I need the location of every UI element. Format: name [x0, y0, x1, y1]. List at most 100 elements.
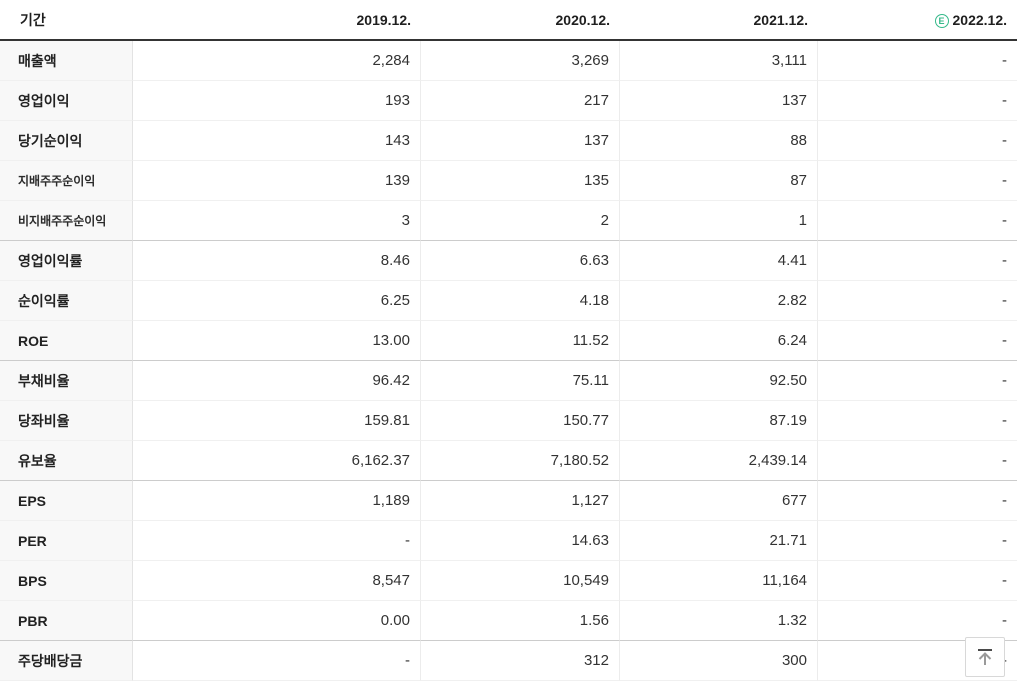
cell-value: 159.81 — [133, 401, 421, 441]
column-header-label: 2020.12. — [555, 11, 611, 28]
cell-value: - — [818, 281, 1017, 321]
cell-value: 4.18 — [421, 281, 620, 321]
column-header-label: 2019.12. — [356, 11, 412, 28]
table-row: 영업이익률 8.46 6.63 4.41- — [0, 241, 1017, 281]
table-row: 비지배주주순이익 3 2 1- — [0, 201, 1017, 241]
cell-value: 10,549 — [421, 561, 620, 601]
row-label: 당좌비율 — [0, 401, 133, 441]
cell-value: - — [818, 201, 1017, 241]
cell-value: 87.19 — [620, 401, 818, 441]
column-header-label: 2022.12. — [952, 11, 1008, 28]
row-label: BPS — [0, 561, 133, 601]
cell-value: 2 — [421, 201, 620, 241]
cell-value: - — [818, 601, 1017, 641]
column-header-label: 2021.12. — [753, 11, 809, 28]
cell-value: 21.71 — [620, 521, 818, 561]
cell-value: 143 — [133, 121, 421, 161]
row-label: 유보율 — [0, 441, 133, 481]
row-label: 부채비율 — [0, 361, 133, 401]
cell-value: - — [133, 641, 421, 681]
cell-value: 137 — [421, 121, 620, 161]
cell-value: - — [818, 41, 1017, 81]
cell-value: 193 — [133, 81, 421, 121]
cell-value: 6.25 — [133, 281, 421, 321]
cell-value: 11.52 — [421, 321, 620, 361]
column-header-2020: 2020.12. — [421, 0, 620, 41]
cell-value: 7,180.52 — [421, 441, 620, 481]
cell-value: 3,111 — [620, 41, 818, 81]
cell-value: 300 — [620, 641, 818, 681]
table-row: 부채비율 96.42 75.11 92.50- — [0, 361, 1017, 401]
scroll-to-top-button[interactable] — [965, 637, 1005, 677]
row-label: 순이익률 — [0, 281, 133, 321]
column-header-2019: 2019.12. — [133, 0, 421, 41]
row-label: 당기순이익 — [0, 121, 133, 161]
cell-value: 2.82 — [620, 281, 818, 321]
cell-value: 1.56 — [421, 601, 620, 641]
estimate-icon: E — [934, 13, 949, 28]
column-header-2021: 2021.12. — [620, 0, 818, 41]
cell-value: 1.32 — [620, 601, 818, 641]
cell-value: - — [818, 521, 1017, 561]
period-header: 기간 — [0, 0, 133, 41]
row-label: 비지배주주순이익 — [0, 201, 133, 241]
cell-value: 13.00 — [133, 321, 421, 361]
cell-value: 677 — [620, 481, 818, 521]
cell-value: 2,439.14 — [620, 441, 818, 481]
row-label: PER — [0, 521, 133, 561]
cell-value: 217 — [421, 81, 620, 121]
cell-value: 312 — [421, 641, 620, 681]
cell-value: 75.11 — [421, 361, 620, 401]
cell-value: 0.00 — [133, 601, 421, 641]
table-row: 당기순이익 143 137 88- — [0, 121, 1017, 161]
cell-value: 88 — [620, 121, 818, 161]
table-row: BPS 8,547 10,549 11,164- — [0, 561, 1017, 601]
cell-value: - — [818, 321, 1017, 361]
cell-value: 139 — [133, 161, 421, 201]
row-label: ROE — [0, 321, 133, 361]
cell-value: - — [818, 561, 1017, 601]
cell-value: 4.41 — [620, 241, 818, 281]
cell-value: - — [818, 441, 1017, 481]
cell-value: - — [818, 81, 1017, 121]
row-label: 지배주주순이익 — [0, 161, 133, 201]
cell-value: - — [818, 361, 1017, 401]
table-row: 순이익률 6.25 4.18 2.82- — [0, 281, 1017, 321]
table-row: PER -14.63 21.71- — [0, 521, 1017, 561]
table-row: PBR 0.00 1.56 1.32- — [0, 601, 1017, 641]
cell-value: 6.63 — [421, 241, 620, 281]
cell-value: - — [818, 161, 1017, 201]
table-row: 영업이익 193 217 137- — [0, 81, 1017, 121]
row-label: PBR — [0, 601, 133, 641]
row-label: 영업이익 — [0, 81, 133, 121]
cell-value: 6,162.37 — [133, 441, 421, 481]
table-row: EPS 1,189 1,127 677- — [0, 481, 1017, 521]
cell-value: 96.42 — [133, 361, 421, 401]
row-label: 주당배당금 — [0, 641, 133, 681]
cell-value: 2,284 — [133, 41, 421, 81]
cell-value: 8,547 — [133, 561, 421, 601]
cell-value: 1,189 — [133, 481, 421, 521]
table-row: 당좌비율 159.81 150.77 87.19- — [0, 401, 1017, 441]
cell-value: - — [818, 401, 1017, 441]
row-label: EPS — [0, 481, 133, 521]
row-label: 매출액 — [0, 41, 133, 81]
column-header-2022-estimate: E 2022.12. — [818, 0, 1017, 41]
cell-value: 1 — [620, 201, 818, 241]
cell-value: 3 — [133, 201, 421, 241]
cell-value: 3,269 — [421, 41, 620, 81]
cell-value: - — [818, 121, 1017, 161]
cell-value: 150.77 — [421, 401, 620, 441]
cell-value: 11,164 — [620, 561, 818, 601]
cell-value: 135 — [421, 161, 620, 201]
table-row: 매출액 2,284 3,269 3,111- — [0, 41, 1017, 81]
table-row: ROE 13.00 11.52 6.24- — [0, 321, 1017, 361]
row-label: 영업이익률 — [0, 241, 133, 281]
table-row: 유보율 6,162.37 7,180.52 2,439.14- — [0, 441, 1017, 481]
cell-value: 8.46 — [133, 241, 421, 281]
cell-value: - — [133, 521, 421, 561]
table-row: 지배주주순이익 139 135 87- — [0, 161, 1017, 201]
cell-value: 92.50 — [620, 361, 818, 401]
arrow-up-to-top-icon — [978, 649, 992, 665]
